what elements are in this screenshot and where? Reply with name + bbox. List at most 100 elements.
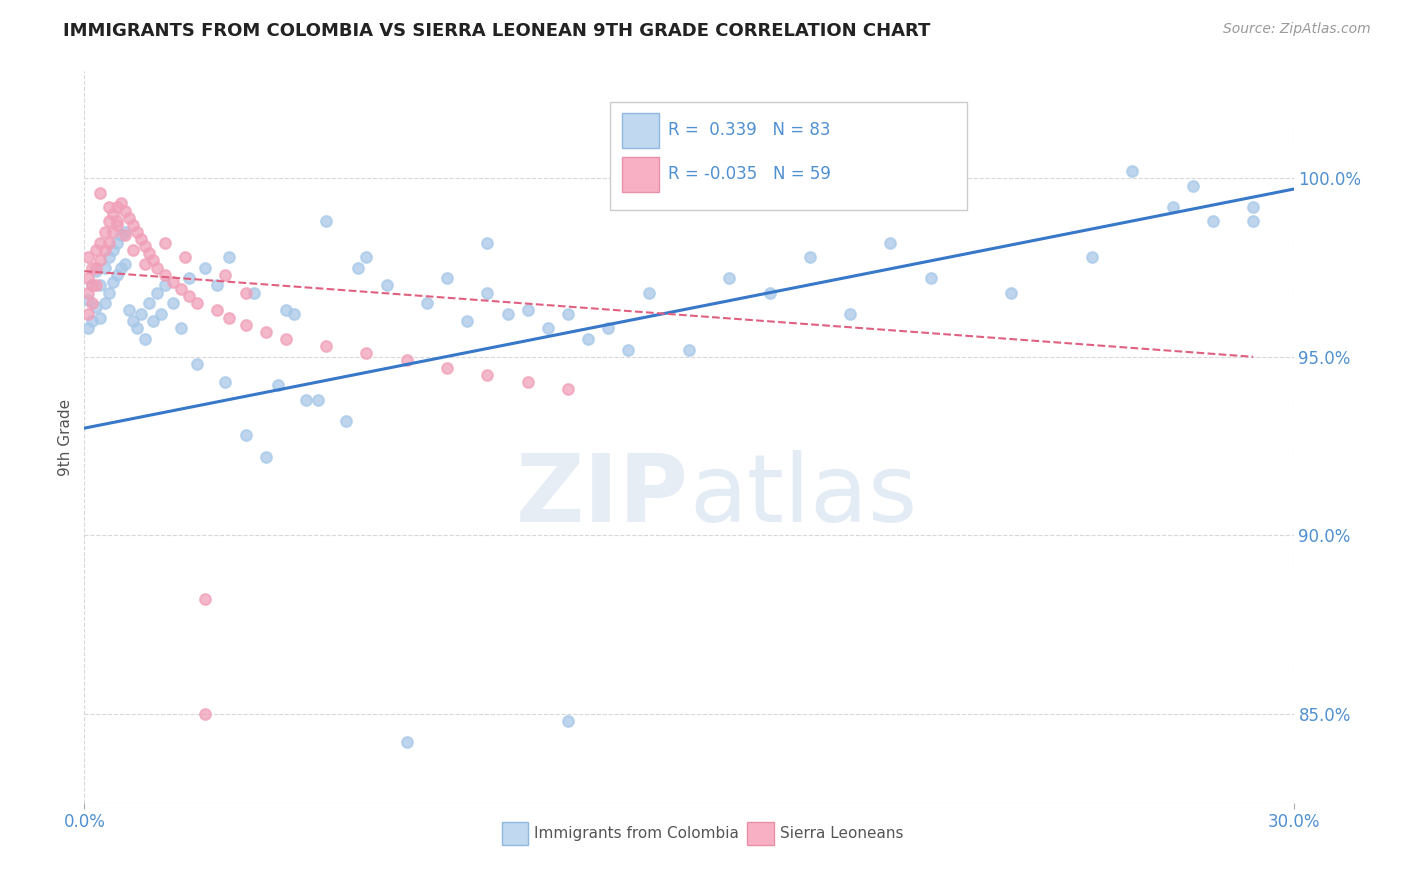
Point xyxy=(267,378,290,392)
Text: ZIP: ZIP xyxy=(516,450,689,541)
Point xyxy=(114,203,136,218)
Point xyxy=(114,225,136,239)
Point xyxy=(170,321,193,335)
Point xyxy=(1161,200,1184,214)
Point xyxy=(77,321,100,335)
Point xyxy=(93,260,115,275)
Point xyxy=(142,253,165,268)
Point xyxy=(110,260,132,275)
Point xyxy=(295,392,318,407)
Point xyxy=(114,257,136,271)
Point xyxy=(718,271,741,285)
Point xyxy=(101,275,124,289)
Point xyxy=(97,214,120,228)
Point xyxy=(207,303,229,318)
Point xyxy=(138,296,160,310)
FancyBboxPatch shape xyxy=(502,822,529,846)
Y-axis label: 9th Grade: 9th Grade xyxy=(58,399,73,475)
Point xyxy=(315,339,337,353)
Point xyxy=(82,314,104,328)
Point xyxy=(1202,214,1225,228)
Point xyxy=(307,392,329,407)
Point xyxy=(97,250,120,264)
Point xyxy=(146,260,169,275)
Point xyxy=(274,303,297,318)
Point xyxy=(557,714,579,728)
Point xyxy=(146,285,169,300)
Point xyxy=(186,357,208,371)
Point xyxy=(274,332,297,346)
Point xyxy=(617,343,640,357)
Point xyxy=(89,186,111,200)
Point xyxy=(114,228,136,243)
Point xyxy=(77,285,100,300)
Point xyxy=(436,271,458,285)
Point xyxy=(283,307,305,321)
Point xyxy=(86,260,108,275)
Point xyxy=(134,239,156,253)
Point xyxy=(516,303,538,318)
Point xyxy=(179,289,201,303)
Point xyxy=(416,296,439,310)
Point xyxy=(77,250,100,264)
Point xyxy=(576,332,599,346)
Point xyxy=(477,235,499,250)
Point xyxy=(356,250,378,264)
Point xyxy=(179,271,201,285)
Point xyxy=(235,285,257,300)
Point xyxy=(375,278,398,293)
Point xyxy=(89,235,111,250)
Point xyxy=(93,296,115,310)
Point xyxy=(138,246,160,260)
FancyBboxPatch shape xyxy=(623,157,659,192)
Point xyxy=(799,250,821,264)
Point xyxy=(86,264,108,278)
Point xyxy=(1000,285,1022,300)
Point xyxy=(1121,164,1143,178)
Point xyxy=(153,235,176,250)
Point xyxy=(110,196,132,211)
Point xyxy=(105,214,128,228)
Point xyxy=(86,278,108,293)
Point xyxy=(242,285,264,300)
Point xyxy=(97,285,120,300)
Point xyxy=(254,325,277,339)
Point xyxy=(218,310,240,325)
Point xyxy=(496,307,519,321)
Point xyxy=(920,271,942,285)
Point xyxy=(194,592,217,607)
Point xyxy=(82,296,104,310)
Point xyxy=(637,285,659,300)
Text: R =  0.339   N = 83: R = 0.339 N = 83 xyxy=(668,121,831,139)
Point xyxy=(97,235,120,250)
Point xyxy=(101,207,124,221)
Point xyxy=(218,250,240,264)
Point xyxy=(82,260,104,275)
Point xyxy=(118,303,141,318)
Point xyxy=(194,260,217,275)
Point xyxy=(436,360,458,375)
Point xyxy=(356,346,378,360)
Point xyxy=(89,253,111,268)
Point xyxy=(86,300,108,314)
FancyBboxPatch shape xyxy=(747,822,773,846)
Point xyxy=(1241,200,1264,214)
Point xyxy=(82,278,104,293)
Point xyxy=(129,232,152,246)
Point xyxy=(77,293,100,307)
Point xyxy=(142,314,165,328)
FancyBboxPatch shape xyxy=(623,113,659,148)
Point xyxy=(77,271,100,285)
Text: IMMIGRANTS FROM COLOMBIA VS SIERRA LEONEAN 9TH GRADE CORRELATION CHART: IMMIGRANTS FROM COLOMBIA VS SIERRA LEONE… xyxy=(63,22,931,40)
Point xyxy=(557,382,579,396)
Point xyxy=(153,278,176,293)
Point xyxy=(82,278,104,293)
Point xyxy=(235,318,257,332)
Point xyxy=(170,282,193,296)
Point xyxy=(105,268,128,282)
Point xyxy=(121,243,143,257)
Point xyxy=(335,414,357,428)
Point xyxy=(537,321,560,335)
Text: Immigrants from Colombia: Immigrants from Colombia xyxy=(534,826,740,841)
Point xyxy=(214,375,236,389)
